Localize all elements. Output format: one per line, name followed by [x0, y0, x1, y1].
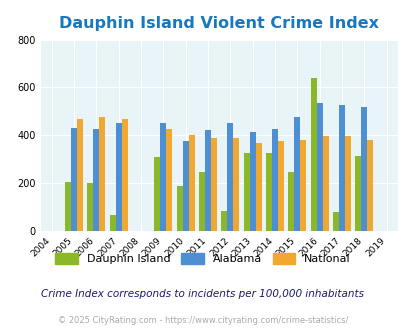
Bar	[288, 172, 294, 231]
Bar	[227, 123, 233, 231]
Bar	[99, 116, 105, 231]
Bar	[93, 129, 99, 231]
Bar	[255, 143, 261, 231]
Bar	[367, 140, 373, 231]
Bar	[294, 116, 300, 231]
Bar	[265, 153, 271, 231]
Bar	[166, 129, 172, 231]
Bar	[87, 183, 93, 231]
Text: Crime Index corresponds to incidents per 100,000 inhabitants: Crime Index corresponds to incidents per…	[41, 289, 364, 299]
Bar	[176, 185, 182, 231]
Bar	[188, 135, 194, 231]
Bar	[332, 212, 338, 231]
Bar	[360, 107, 367, 231]
Bar	[71, 128, 77, 231]
Bar	[115, 123, 122, 231]
Text: © 2025 CityRating.com - https://www.cityrating.com/crime-statistics/: © 2025 CityRating.com - https://www.city…	[58, 316, 347, 325]
Bar	[109, 215, 115, 231]
Bar	[154, 157, 160, 231]
Bar	[310, 78, 316, 231]
Legend: Dauphin Island, Alabama, National: Dauphin Island, Alabama, National	[51, 248, 354, 268]
Bar	[160, 123, 166, 231]
Bar	[205, 130, 211, 231]
Bar	[277, 141, 284, 231]
Bar	[221, 211, 227, 231]
Bar	[249, 132, 255, 231]
Bar	[271, 129, 277, 231]
Bar	[338, 105, 344, 231]
Bar	[182, 141, 188, 231]
Bar	[243, 153, 249, 231]
Bar	[316, 104, 322, 231]
Bar	[300, 140, 306, 231]
Bar	[233, 138, 239, 231]
Bar	[65, 182, 71, 231]
Bar	[198, 172, 205, 231]
Bar	[77, 118, 83, 231]
Bar	[211, 138, 217, 231]
Bar	[344, 136, 350, 231]
Bar	[354, 156, 360, 231]
Bar	[122, 118, 128, 231]
Title: Dauphin Island Violent Crime Index: Dauphin Island Violent Crime Index	[59, 16, 378, 31]
Bar	[322, 136, 328, 231]
